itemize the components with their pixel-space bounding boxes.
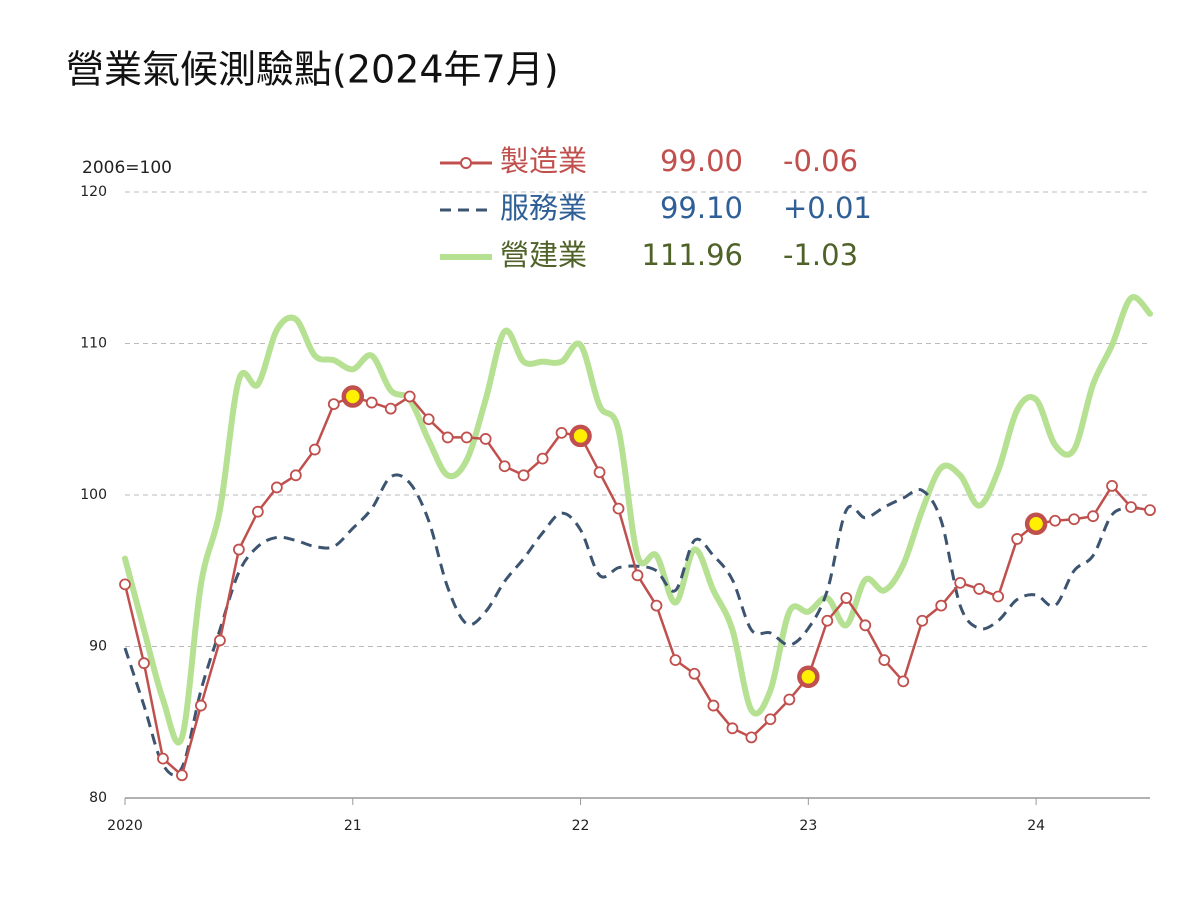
marker (308, 443, 321, 456)
series-line (123, 473, 1151, 777)
marker (403, 390, 416, 403)
x-tick-label: 21 (344, 818, 362, 834)
marker (726, 722, 739, 735)
marker (935, 599, 948, 612)
marker (498, 460, 511, 473)
series-line (122, 294, 1153, 746)
y-tick-label: 120 (80, 184, 107, 200)
marker (688, 667, 701, 680)
y-tick-label: 100 (80, 487, 107, 503)
marker (897, 675, 910, 688)
marker (479, 433, 492, 445)
highlight-marker (569, 424, 592, 448)
marker (460, 431, 473, 444)
marker (745, 731, 758, 744)
highlight-marker (341, 385, 365, 408)
marker (1068, 513, 1080, 526)
marker (612, 502, 625, 515)
legend-latest: 111.96 (642, 238, 743, 272)
marker (517, 469, 530, 482)
marker (422, 413, 435, 426)
marker (1125, 501, 1137, 514)
marker (441, 431, 454, 444)
marker (327, 398, 340, 411)
marker (1011, 533, 1024, 545)
legend-change: -1.03 (783, 238, 858, 272)
y-tick-label: 80 (89, 790, 107, 806)
marker (992, 590, 1005, 603)
marker (859, 619, 872, 632)
marker (821, 614, 834, 627)
legend-name: 服務業 (500, 191, 587, 225)
marker (954, 576, 967, 589)
marker (631, 569, 644, 582)
marker (1144, 504, 1156, 517)
marker (593, 466, 606, 479)
marker (536, 452, 549, 465)
marker (555, 426, 568, 439)
legend-name: 製造業 (500, 144, 587, 178)
marker (251, 505, 264, 518)
highlight-marker (1024, 512, 1048, 536)
marker (365, 396, 378, 409)
x-tick-label: 23 (799, 818, 817, 834)
marker (878, 654, 891, 667)
legend-latest: 99.00 (660, 144, 743, 178)
marker (1087, 510, 1099, 523)
legend-change: -0.06 (783, 144, 858, 178)
x-tick-label: 2020 (107, 818, 143, 834)
marker (783, 693, 796, 706)
marker (840, 592, 853, 604)
marker (1106, 480, 1118, 492)
chart-title: 營業氣候測驗點(2024年7月) (66, 48, 559, 92)
series-line (123, 395, 1152, 777)
x-tick-label: 22 (572, 818, 590, 834)
marker (764, 713, 777, 726)
legend-marker (460, 157, 472, 169)
marker (232, 543, 245, 556)
y-tick-label: 90 (89, 639, 107, 655)
marker (270, 481, 283, 494)
highlight-marker (797, 665, 820, 689)
y-tick-label: 110 (80, 336, 107, 352)
legend-name: 營建業 (500, 238, 587, 272)
marker (707, 699, 720, 712)
marker (176, 769, 188, 782)
legend-change: +0.01 (783, 191, 872, 225)
marker (119, 578, 131, 591)
marker (669, 654, 682, 667)
marker (214, 634, 226, 647)
marker (289, 469, 302, 482)
x-tick-label: 24 (1027, 818, 1045, 834)
marker (916, 614, 929, 627)
marker (1049, 514, 1061, 527)
marker (138, 657, 150, 670)
legend-latest: 99.10 (660, 191, 743, 225)
marker (384, 402, 397, 415)
y-axis-label: 2006=100 (82, 158, 172, 178)
marker (650, 599, 663, 612)
marker (973, 583, 986, 595)
marker (157, 752, 169, 765)
marker (195, 699, 207, 712)
